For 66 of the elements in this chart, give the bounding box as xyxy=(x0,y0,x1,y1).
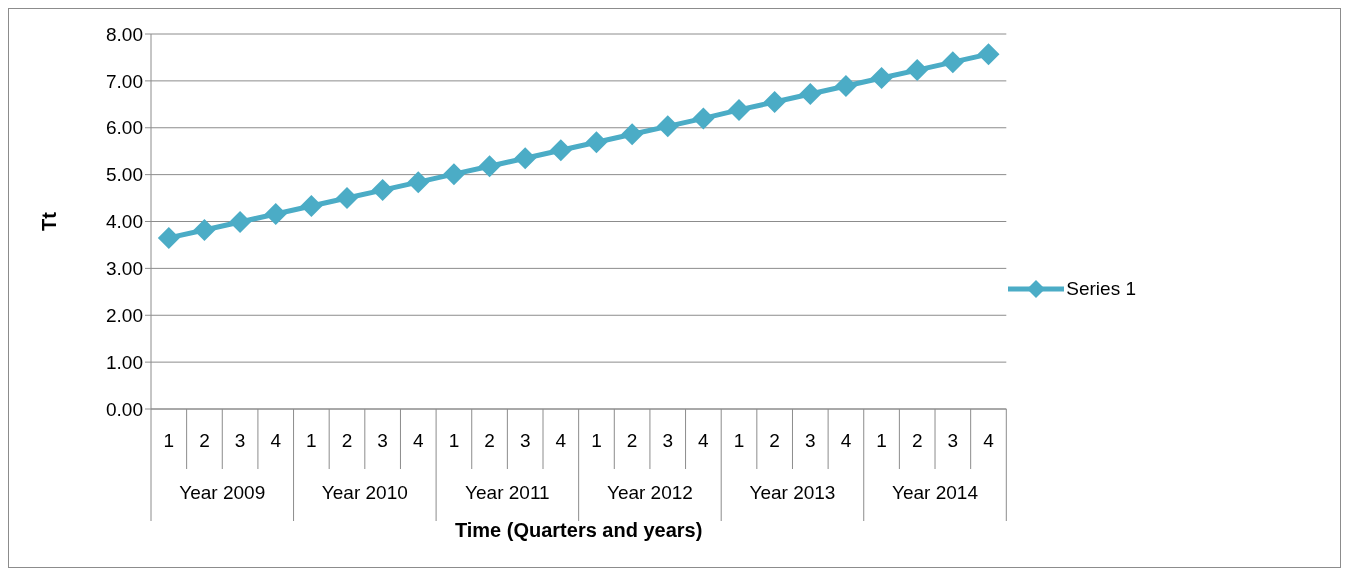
point xyxy=(264,203,287,225)
point xyxy=(478,155,501,178)
point xyxy=(300,195,323,218)
point xyxy=(941,51,964,74)
y-tick-label: 1.00 xyxy=(106,351,143,373)
text: Year 2012 xyxy=(606,482,693,503)
y-tick-label: 8.00 xyxy=(106,23,143,45)
y-tick-label: 4.00 xyxy=(106,211,143,233)
point xyxy=(728,98,751,121)
x-tick-label: 1 xyxy=(163,430,175,451)
x-tick-label: 3 xyxy=(947,430,959,451)
x-tick-label: 4 xyxy=(270,430,282,451)
x-tick-label: 4 xyxy=(412,430,424,451)
x-tick-label: 4 xyxy=(555,430,567,451)
point xyxy=(514,147,537,170)
x-tick-label: 4 xyxy=(983,430,995,451)
x-tick-label: 2 xyxy=(484,430,495,451)
text: Year 2013 xyxy=(749,482,836,503)
point xyxy=(585,131,608,154)
x-tick-label: 2 xyxy=(626,430,638,451)
x-tick-label: 1 xyxy=(448,430,460,451)
x-tick-label: 4 xyxy=(840,430,852,451)
point xyxy=(336,187,359,210)
x-tick-label: 2 xyxy=(769,430,780,451)
point xyxy=(229,210,252,233)
legend-label: Series 1 xyxy=(1066,278,1136,300)
x-tick-label: 1 xyxy=(733,430,745,451)
text: Year 2009 xyxy=(179,482,266,503)
point xyxy=(870,67,893,90)
text: Year 2010 xyxy=(321,482,408,503)
x-tick-label: 2 xyxy=(341,430,353,451)
x-tick-label: 2 xyxy=(199,430,210,451)
y-tick-label: 6.00 xyxy=(106,117,143,139)
x-tick-label: 3 xyxy=(234,430,246,451)
x-tick-label: 3 xyxy=(377,430,388,451)
x-axis-title: Time (Quarters and years) xyxy=(454,519,703,541)
point xyxy=(656,115,679,138)
text: Year 2011 xyxy=(465,482,550,503)
point xyxy=(799,83,822,105)
point xyxy=(906,59,929,82)
y-tick-label: 2.00 xyxy=(106,304,143,326)
y-tick-label: 5.00 xyxy=(106,164,143,186)
point xyxy=(193,218,216,241)
point xyxy=(977,43,1000,66)
point xyxy=(407,171,430,194)
point xyxy=(157,226,180,249)
x-tick-label: 3 xyxy=(805,430,816,451)
point xyxy=(442,163,465,186)
text: Year 2014 xyxy=(892,482,979,503)
point xyxy=(692,107,715,130)
x-tick-label: 4 xyxy=(698,430,710,451)
x-tick-label: 3 xyxy=(519,430,531,451)
x-tick-label: 2 xyxy=(911,430,923,451)
x-tick-label: 1 xyxy=(591,430,602,451)
point xyxy=(763,90,786,113)
point xyxy=(621,123,644,146)
point xyxy=(549,139,572,162)
point xyxy=(834,75,857,98)
y-tick-label: 7.00 xyxy=(106,70,143,92)
y-tick-label: 0.00 xyxy=(106,398,143,420)
x-tick-label: 1 xyxy=(876,430,887,451)
point xyxy=(371,179,394,202)
y-axis-title: Tt xyxy=(38,211,61,231)
x-tick-label: 1 xyxy=(306,430,317,451)
y-tick-label: 3.00 xyxy=(106,258,143,280)
x-tick-label: 3 xyxy=(662,430,674,451)
